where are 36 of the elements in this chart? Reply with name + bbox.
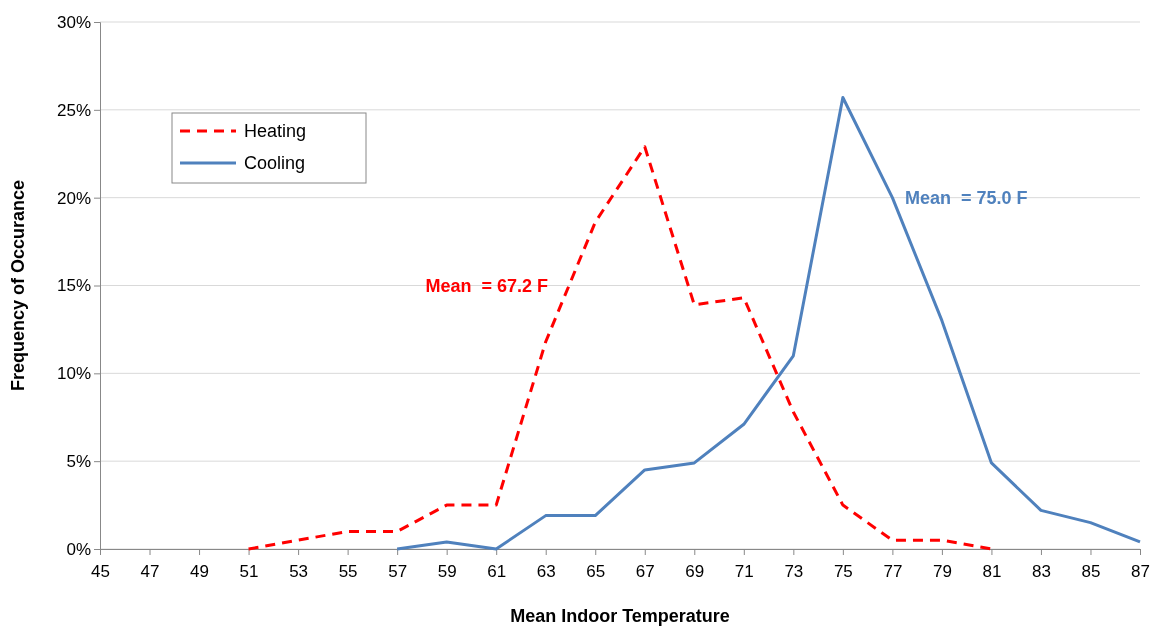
- x-tick-label: 47: [140, 561, 160, 581]
- y-tick-label: 15%: [56, 276, 91, 296]
- y-tick-label: 20%: [56, 188, 91, 208]
- x-tick-label: 61: [487, 561, 507, 581]
- x-tick-label: 57: [388, 561, 408, 581]
- x-tick-label: 51: [239, 561, 259, 581]
- x-tick-label: 79: [932, 561, 952, 581]
- x-tick-label: 75: [833, 561, 853, 581]
- y-tick-label: 25%: [56, 100, 91, 120]
- legend-label: Cooling: [244, 153, 306, 174]
- x-tick-label: 49: [190, 561, 210, 581]
- x-tick-label: 73: [784, 561, 804, 581]
- annotation: Mean = 67.2 F: [425, 275, 548, 296]
- y-tick-label: 0%: [66, 539, 91, 559]
- y-tick-label: 30%: [56, 12, 91, 32]
- legend-label: Heating: [244, 121, 307, 142]
- y-tick-label: 10%: [56, 364, 91, 384]
- x-tick-label: 85: [1081, 561, 1101, 581]
- x-tick-label: 65: [586, 561, 606, 581]
- x-tick-label: 59: [437, 561, 457, 581]
- y-tick-label: 5%: [66, 452, 91, 472]
- y-axis-title: Frequency of Occurance: [8, 179, 28, 392]
- x-tick-label: 77: [883, 561, 903, 581]
- x-tick-label: 45: [91, 561, 110, 581]
- x-tick-label: 81: [982, 561, 1002, 581]
- line-series: [395, 96, 1142, 551]
- x-tick-label: 87: [1131, 561, 1150, 581]
- x-axis-title: Mean Indoor Temperature: [510, 606, 730, 626]
- x-tick-label: 69: [685, 561, 705, 581]
- x-tick-label: 71: [734, 561, 754, 581]
- x-tick-label: 53: [289, 561, 309, 581]
- annotation: Mean = 75.0 F: [905, 187, 1028, 208]
- x-tick-label: 55: [338, 561, 358, 581]
- x-tick-label: 67: [635, 561, 655, 581]
- x-tick-label: 63: [536, 561, 556, 581]
- x-tick-label: 83: [1031, 561, 1051, 581]
